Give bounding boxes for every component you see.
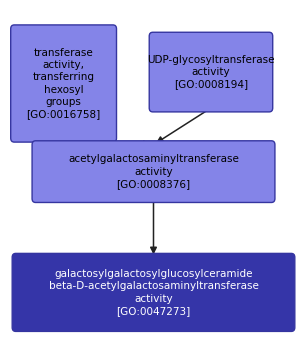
FancyBboxPatch shape: [11, 25, 117, 142]
FancyBboxPatch shape: [32, 141, 275, 203]
Text: transferase
activity,
transferring
hexosyl
groups
[GO:0016758]: transferase activity, transferring hexos…: [26, 48, 101, 119]
FancyBboxPatch shape: [149, 32, 273, 112]
Text: acetylgalactosaminyltransferase
activity
[GO:0008376]: acetylgalactosaminyltransferase activity…: [68, 154, 239, 189]
Text: galactosylgalactosylglucosylceramide
beta-D-acetylgalactosaminyltransferase
acti: galactosylgalactosylglucosylceramide bet…: [49, 269, 258, 316]
FancyBboxPatch shape: [12, 253, 295, 332]
Text: UDP-glycosyltransferase
activity
[GO:0008194]: UDP-glycosyltransferase activity [GO:000…: [147, 55, 275, 89]
